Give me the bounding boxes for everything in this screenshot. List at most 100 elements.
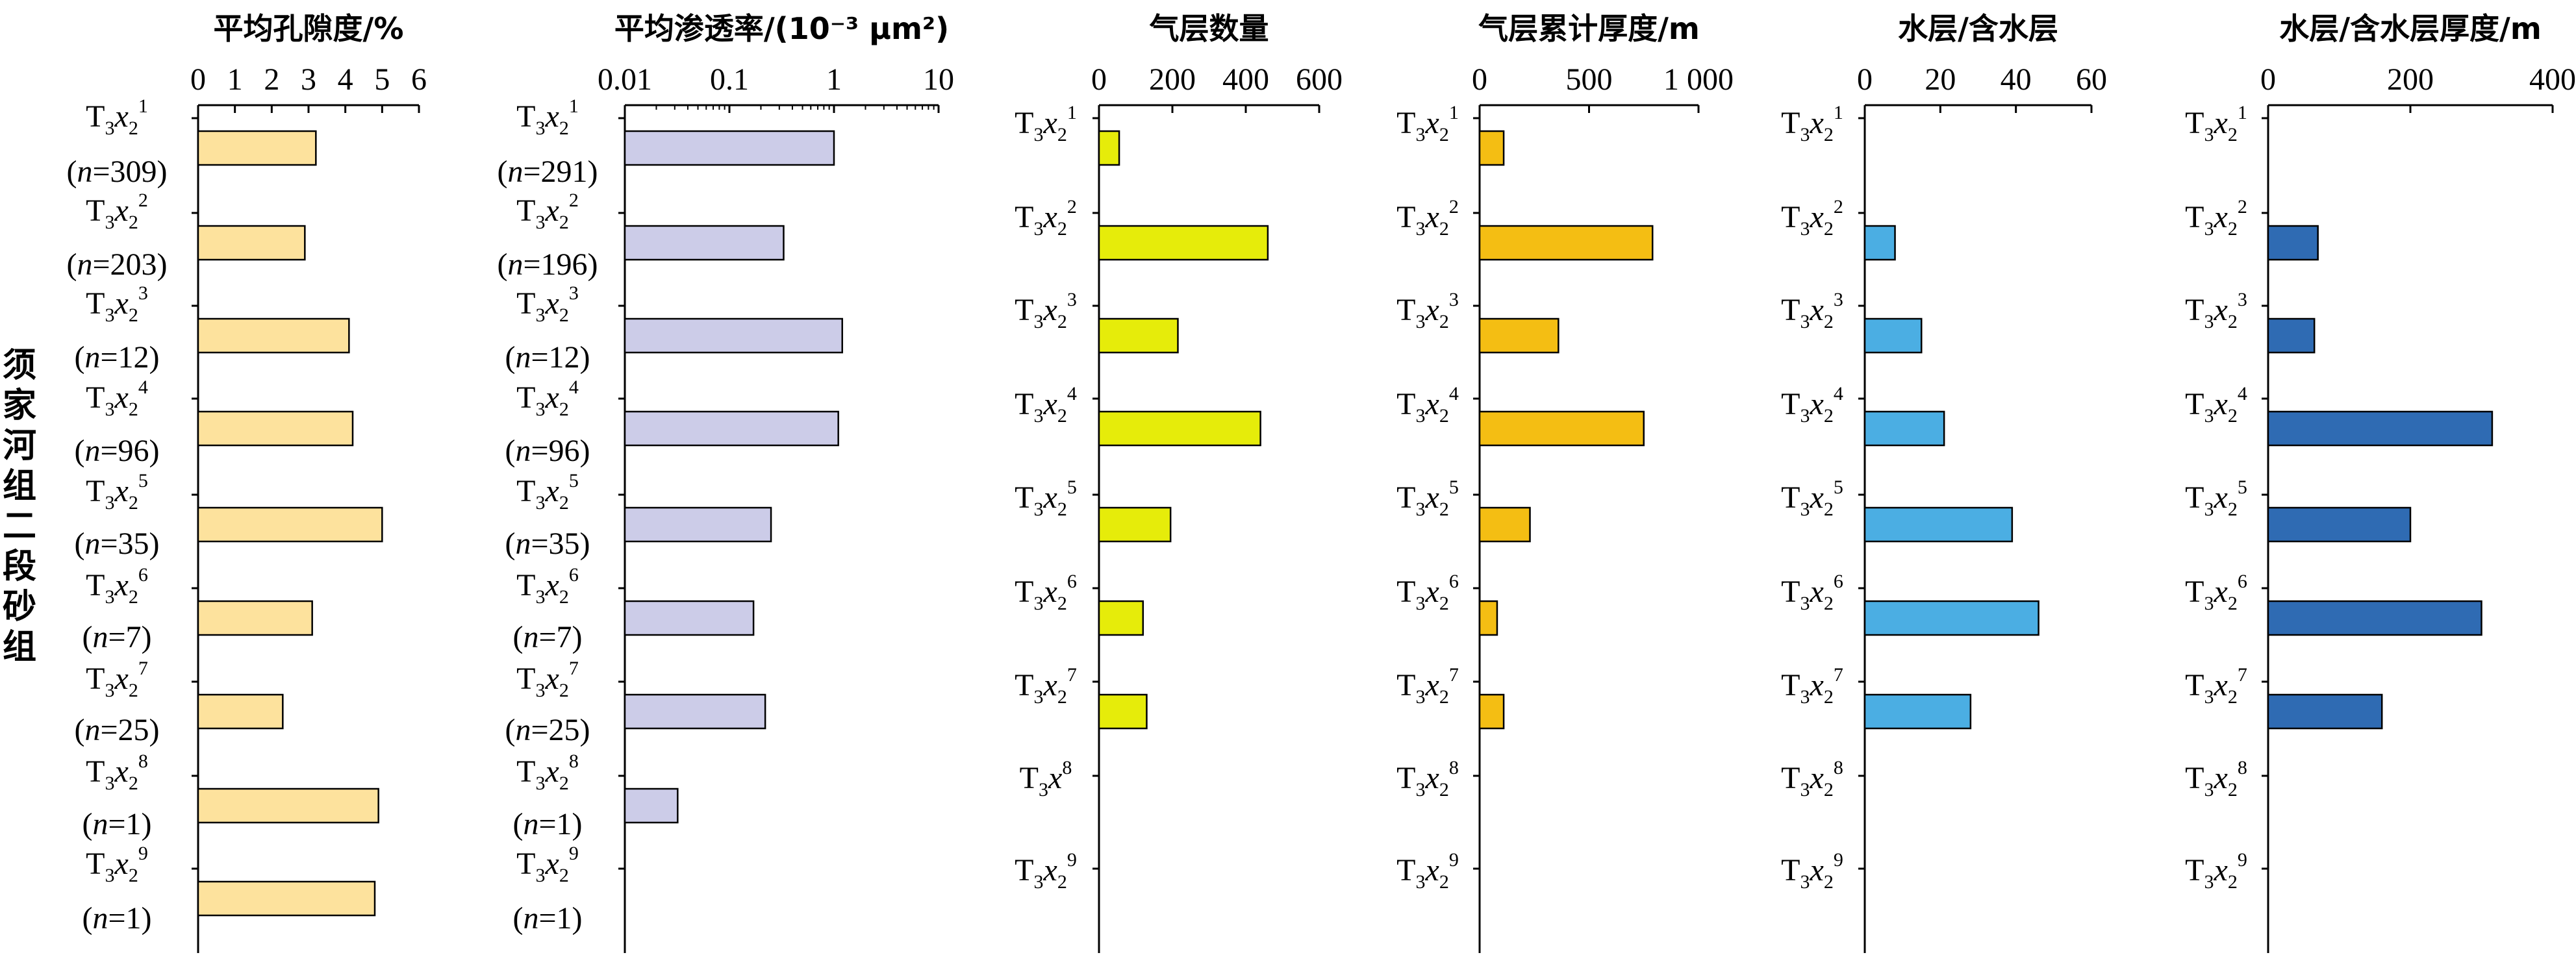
sample-count-label-1-1: (n=309) [66,155,167,189]
bar-5-3 [1863,317,1923,354]
category-label-4-8: T3x28 [1396,757,1459,800]
x-tick-label-1-7: 6 [411,62,427,97]
x-tick-label-1-4: 3 [301,62,316,97]
category-label-6-8: T3x28 [2185,757,2247,800]
panel-title-2: 平均渗透率/(10⁻³ μm²) [614,11,949,46]
category-label-3-1: T3x21 [1015,102,1077,145]
sample-count-label-2-9: (n=1) [512,901,582,936]
sample-count-label-1-4: (n=96) [74,434,159,468]
bar-2-1 [624,130,835,166]
bar-4-7 [1478,693,1505,730]
category-label-4-7: T3x27 [1396,664,1459,708]
x-tick-label-1-3: 2 [264,62,279,97]
x-tick-label-5-2: 20 [1925,62,1956,97]
category-label-5-3: T3x23 [1781,289,1843,332]
category-label-3-5: T3x25 [1015,477,1077,520]
category-label-3-4: T3x24 [1015,383,1077,427]
x-tick-label-3-1: 0 [1091,62,1107,97]
x-tick-label-2-2: 0.1 [710,62,749,97]
bar-2-8 [624,788,679,824]
category-label-6-7: T3x27 [2185,664,2247,708]
category-label-4-2: T3x22 [1396,196,1459,240]
sample-count-label-1-9: (n=1) [82,901,151,936]
x-tick-label-2-4: 10 [923,62,954,97]
panel-title-1: 平均孔隙度/% [214,11,404,46]
panel-title-6: 水层/含水层厚度/m [2279,11,2542,46]
x-tick-label-3-3: 400 [1222,62,1269,97]
category-label-5-8: T3x28 [1781,757,1843,800]
category-label-2-5: T3x25 [516,470,579,514]
category-label-5-9: T3x29 [1781,849,1843,893]
category-label-6-1: T3x21 [2185,102,2247,145]
x-tick-label-4-3: 1 000 [1663,62,1734,97]
bar-5-4 [1863,410,1945,447]
bar-3-7 [1098,693,1148,730]
bar-2-4 [624,410,839,447]
bar-6-4 [2267,410,2494,447]
sample-count-label-1-3: (n=12) [74,340,159,375]
bar-5-7 [1863,693,1972,730]
sample-count-label-1-5: (n=35) [74,527,159,561]
bar-3-1 [1098,130,1120,166]
bar-6-3 [2267,317,2316,354]
sample-count-label-2-6: (n=7) [512,620,582,654]
sample-count-label-2-5: (n=35) [505,527,590,561]
category-label-2-1: T3x21 [516,95,579,139]
bar-1-6 [197,600,313,636]
x-tick-label-3-2: 200 [1149,62,1196,97]
category-label-2-6: T3x26 [516,564,579,608]
category-label-5-4: T3x24 [1781,383,1843,427]
category-label-1-7: T3x27 [86,658,148,701]
category-label-1-5: T3x25 [86,470,148,514]
category-label-1-1: T3x21 [86,95,148,139]
category-label-6-5: T3x25 [2185,477,2247,520]
category-label-2-4: T3x24 [516,377,579,420]
bar-1-9 [197,880,376,917]
panel-title-5: 水层/含水层 [1898,11,2058,46]
category-label-4-6: T3x26 [1396,571,1459,614]
x-tick-label-5-1: 0 [1857,62,1873,97]
category-label-3-8: T3x8 [1020,757,1072,800]
sample-count-label-1-8: (n=1) [82,807,151,841]
bar-1-1 [197,130,317,166]
sample-count-label-2-4: (n=96) [505,434,590,468]
x-tick-label-4-1: 0 [1472,62,1487,97]
category-label-6-9: T3x29 [2185,849,2247,893]
bar-2-3 [624,317,843,354]
sample-count-label-2-1: (n=291) [497,155,598,189]
bar-3-6 [1098,600,1144,636]
bar-2-5 [624,506,772,543]
x-tick-label-3-4: 600 [1296,62,1343,97]
category-label-1-3: T3x23 [86,282,148,326]
category-label-4-4: T3x24 [1396,383,1459,427]
category-label-1-6: T3x26 [86,564,148,608]
bar-3-5 [1098,506,1172,543]
bar-4-4 [1478,410,1645,447]
category-label-1-9: T3x29 [86,843,148,886]
bar-1-4 [197,410,354,447]
category-label-3-7: T3x27 [1015,664,1077,708]
x-tick-label-6-2: 200 [2387,62,2434,97]
sample-count-label-2-2: (n=196) [497,247,598,282]
category-label-1-4: T3x24 [86,377,148,420]
category-label-3-9: T3x29 [1015,849,1077,893]
bar-4-3 [1478,317,1559,354]
bar-2-2 [624,225,785,261]
bar-5-2 [1863,225,1896,261]
x-tick-label-1-2: 1 [227,62,243,97]
sample-count-label-2-8: (n=1) [512,807,582,841]
bar-2-6 [624,600,755,636]
bar-3-2 [1098,225,1269,261]
bar-3-4 [1098,410,1261,447]
bar-6-5 [2267,506,2412,543]
x-tick-label-2-3: 1 [826,62,842,97]
bar-4-1 [1478,130,1505,166]
category-label-2-7: T3x27 [516,658,579,701]
bar-5-6 [1863,600,2039,636]
category-label-4-1: T3x21 [1396,102,1459,145]
x-tick-label-5-3: 40 [2001,62,2032,97]
panel-title-4: 气层累计厚度/m [1478,11,1700,46]
category-label-3-6: T3x26 [1015,571,1077,614]
sample-count-label-1-6: (n=7) [82,620,151,654]
category-label-2-2: T3x22 [516,190,579,233]
